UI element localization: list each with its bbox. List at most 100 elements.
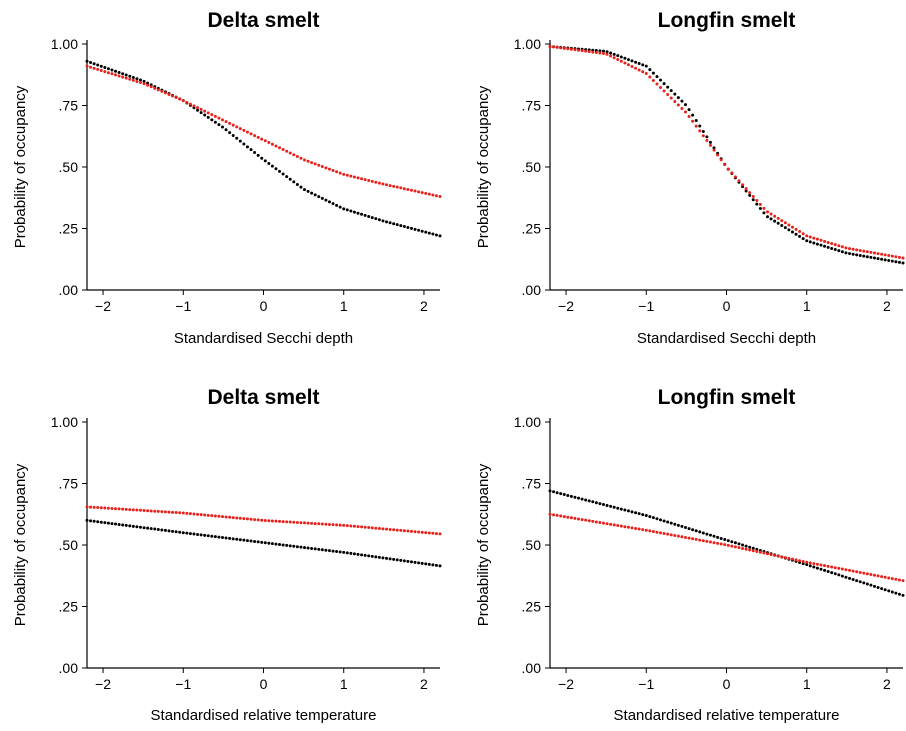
data-point <box>691 113 695 117</box>
data-point <box>601 51 605 55</box>
data-point <box>249 539 253 543</box>
data-point <box>844 575 848 579</box>
data-point <box>352 210 356 214</box>
data-point <box>580 497 584 501</box>
data-point <box>591 50 595 54</box>
data-point <box>748 191 752 195</box>
data-point <box>659 531 663 535</box>
data-point <box>338 550 342 554</box>
data-point <box>865 582 869 586</box>
data-point <box>712 541 716 545</box>
data-point <box>780 219 784 223</box>
data-point <box>815 242 819 246</box>
data-point <box>833 572 837 576</box>
series-1 <box>85 505 442 536</box>
data-point <box>769 553 773 557</box>
y-axis-label: Probability of occupancy <box>475 85 492 248</box>
data-point <box>345 524 349 528</box>
data-point <box>146 526 150 530</box>
data-point <box>299 521 303 525</box>
data-point <box>687 108 691 112</box>
data-point <box>601 503 605 507</box>
data-point <box>880 257 884 261</box>
data-point <box>662 82 666 86</box>
y-tick-label: .00 <box>59 660 79 676</box>
data-point <box>206 111 210 115</box>
data-point <box>427 562 431 566</box>
data-point <box>106 521 110 525</box>
data-point <box>855 253 859 257</box>
data-point <box>434 532 438 536</box>
data-point <box>142 79 146 83</box>
x-tick-label: −2 <box>95 676 111 692</box>
data-point <box>427 531 431 535</box>
data-point <box>153 509 157 513</box>
data-point <box>562 493 566 497</box>
data-point <box>780 555 784 559</box>
data-point <box>755 547 759 551</box>
data-point <box>103 70 107 74</box>
data-point <box>417 190 421 194</box>
data-point <box>790 230 794 234</box>
data-point <box>890 254 894 258</box>
data-point <box>185 511 189 515</box>
data-point <box>559 492 563 496</box>
data-point <box>188 532 192 536</box>
data-point <box>630 510 634 514</box>
data-point <box>815 237 819 241</box>
data-point <box>274 519 278 523</box>
data-point <box>413 189 417 193</box>
data-point <box>666 85 670 89</box>
data-point <box>573 495 577 499</box>
data-point <box>313 162 317 166</box>
data-point <box>659 518 663 522</box>
data-point <box>887 576 891 580</box>
data-point <box>876 252 880 256</box>
data-point <box>306 521 310 525</box>
data-point <box>99 69 103 73</box>
data-point <box>669 89 673 93</box>
data-point <box>224 536 228 540</box>
data-point <box>103 65 107 69</box>
series-1 <box>85 64 442 199</box>
data-point <box>773 553 777 557</box>
data-point <box>766 210 770 214</box>
data-point <box>217 123 221 127</box>
data-point <box>388 221 392 225</box>
data-point <box>894 577 898 581</box>
data-point <box>249 517 253 521</box>
data-point <box>708 533 712 537</box>
data-point <box>256 135 260 139</box>
data-point <box>815 562 819 566</box>
data-point <box>335 550 339 554</box>
data-point <box>267 541 271 545</box>
data-point <box>805 563 809 567</box>
data-point <box>712 146 716 150</box>
data-point <box>349 209 353 213</box>
y-axis-label: Probability of occupancy <box>12 463 29 626</box>
data-point <box>324 548 328 552</box>
y-tick-label: .00 <box>522 660 542 676</box>
y-tick-label: .25 <box>59 221 79 237</box>
data-point <box>559 514 563 518</box>
data-point <box>89 519 93 523</box>
data-point <box>331 523 335 527</box>
data-point <box>798 230 802 234</box>
data-point <box>605 52 609 56</box>
data-point <box>776 216 780 220</box>
data-point <box>801 559 805 563</box>
data-point <box>819 563 823 567</box>
data-point <box>263 541 267 545</box>
data-point <box>655 530 659 534</box>
data-point <box>883 253 887 257</box>
data-point <box>381 219 385 223</box>
data-point <box>723 543 727 547</box>
data-point <box>242 142 246 146</box>
data-point <box>299 545 303 549</box>
data-point <box>609 51 613 55</box>
data-point <box>637 527 641 531</box>
data-point <box>263 159 267 163</box>
data-point <box>96 520 100 524</box>
data-point <box>121 523 125 527</box>
data-point <box>780 223 784 227</box>
